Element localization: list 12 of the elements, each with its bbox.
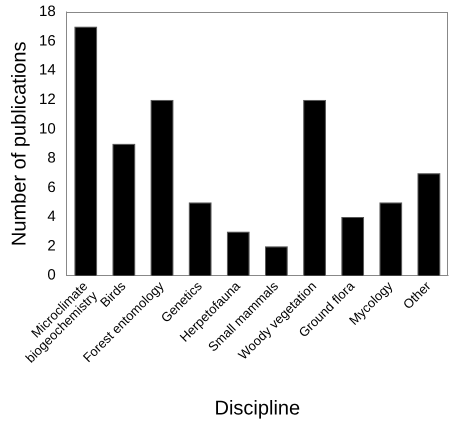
y-tick-label: 16 [38, 32, 56, 50]
y-tick-label: 6 [47, 178, 56, 196]
y-tick-label: 18 [38, 3, 56, 20]
y-tick-label: 14 [38, 62, 56, 79]
y-tick-label: 2 [47, 237, 56, 254]
y-tick-label: 4 [47, 208, 56, 226]
y-tick-label: 12 [38, 90, 56, 108]
y-axis-title: Number of publications [8, 42, 31, 246]
y-tick-label: 0 [47, 266, 56, 284]
y-tick-label: 8 [47, 150, 56, 167]
x-axis-title: Discipline [214, 398, 300, 420]
y-tick-label: 10 [38, 120, 56, 138]
